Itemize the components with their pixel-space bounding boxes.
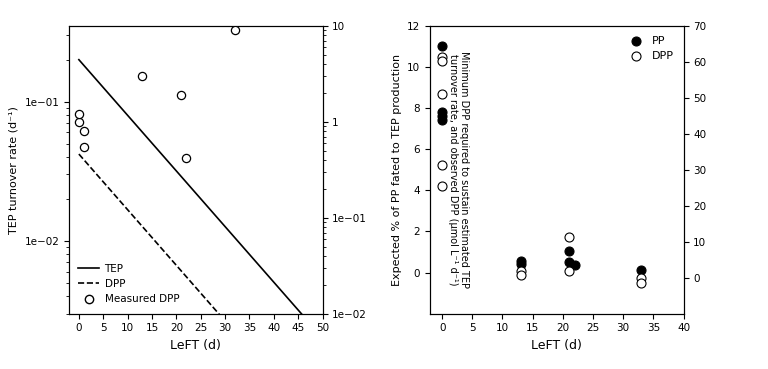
Point [73, 119, 85, 125]
DPP [563, 268, 575, 274]
DPP [563, 234, 575, 240]
DPP [635, 280, 647, 286]
PP [515, 258, 527, 264]
PP [569, 262, 581, 268]
PP [515, 261, 527, 267]
X-axis label: LeFT (d): LeFT (d) [531, 339, 582, 352]
PP [563, 248, 575, 254]
PP [436, 44, 449, 49]
Point [73, 111, 85, 117]
PP [436, 109, 449, 115]
PP [436, 113, 449, 119]
DPP [515, 272, 527, 278]
DPP [515, 268, 527, 274]
Y-axis label: Minimum DPP required to sustain estimated TEP
turnover rate, and observed DPP (μ: Minimum DPP required to sustain estimate… [448, 51, 469, 288]
Point [180, 155, 192, 161]
Y-axis label: Expected % of PP fated to TEP production: Expected % of PP fated to TEP production [392, 54, 402, 286]
DPP [436, 54, 449, 60]
Legend: PP, DPP: PP, DPP [621, 31, 678, 66]
DPP [436, 58, 449, 64]
Point [175, 92, 187, 98]
Point [136, 73, 148, 79]
PP [563, 259, 575, 265]
X-axis label: LeFT (d): LeFT (d) [170, 339, 221, 352]
Point [229, 27, 241, 33]
DPP [436, 183, 449, 189]
DPP [635, 275, 647, 281]
PP [635, 267, 647, 273]
Legend: TEP, DPP, Measured DPP: TEP, DPP, Measured DPP [74, 260, 184, 308]
PP [436, 117, 449, 123]
DPP [436, 162, 449, 168]
Point [78, 128, 90, 134]
Y-axis label: TEP turnover rate (d⁻¹): TEP turnover rate (d⁻¹) [9, 106, 19, 234]
DPP [436, 91, 449, 97]
Point [78, 144, 90, 150]
